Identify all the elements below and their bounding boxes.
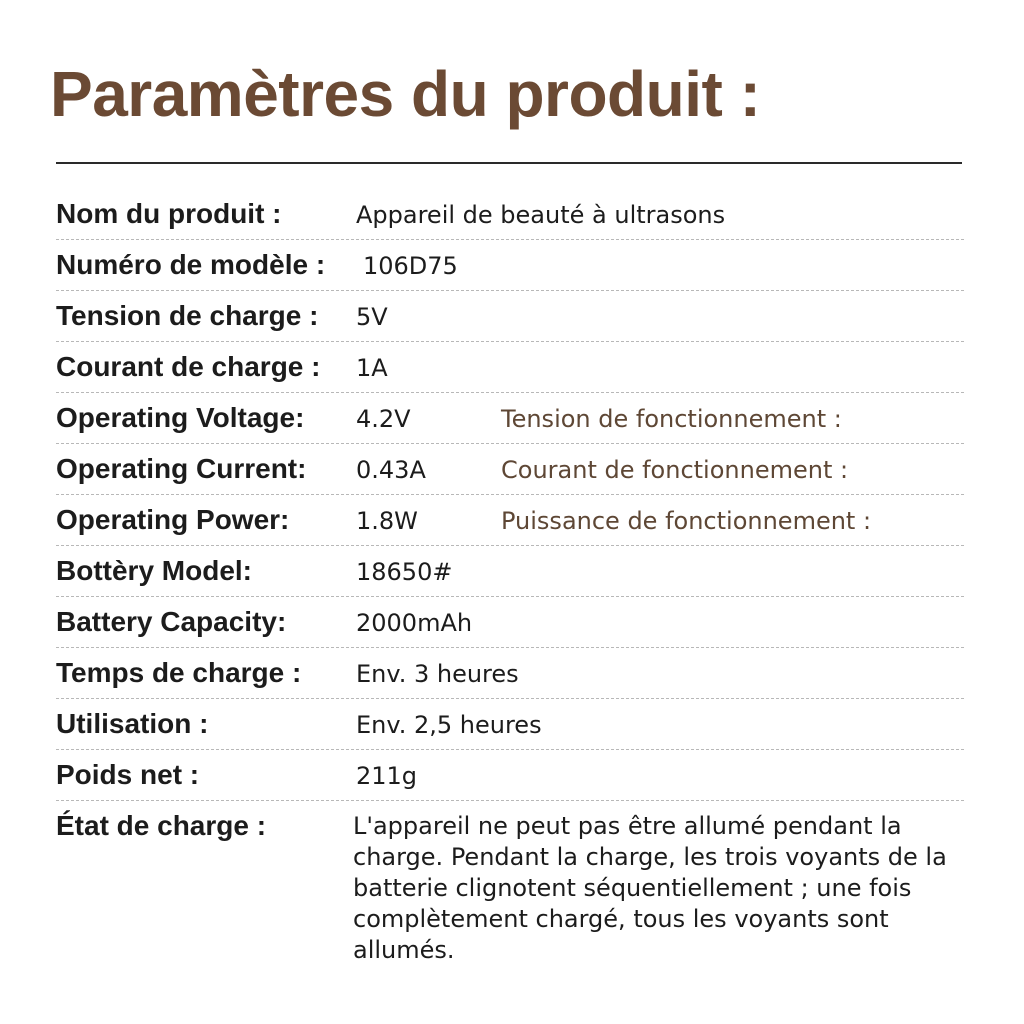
spec-row-charge-time: Temps de charge : Env. 3 heures xyxy=(56,648,964,699)
spec-label: Operating Voltage: xyxy=(56,402,305,433)
spec-value: Env. 2,5 heures xyxy=(356,711,542,739)
spec-row-usage-time: Utilisation : Env. 2,5 heures xyxy=(56,699,964,750)
spec-row-battery-model: Bottèry Model: 18650# xyxy=(56,546,964,597)
spec-label: Courant de charge : xyxy=(56,351,321,382)
spec-row-charge-state: État de charge : L'appareil ne peut pas … xyxy=(56,801,964,991)
spec-value: 18650# xyxy=(356,558,453,586)
spec-table: Nom du produit : Appareil de beauté à ul… xyxy=(56,189,964,991)
spec-value: 106D75 xyxy=(363,252,458,280)
spec-alt-label: Puissance de fonctionnement : xyxy=(501,507,872,535)
spec-label: Temps de charge : xyxy=(56,657,302,688)
spec-label: Numéro de modèle : xyxy=(56,249,326,280)
spec-label: Utilisation : xyxy=(56,708,209,739)
spec-label: Nom du produit : xyxy=(56,198,282,229)
spec-row-net-weight: Poids net : 211g xyxy=(56,750,964,801)
spec-row-operating-power: Operating Power: 1.8W Puissance de fonct… xyxy=(56,495,964,546)
spec-label: État de charge : xyxy=(56,810,267,841)
spec-label: Bottèry Model: xyxy=(56,555,252,586)
spec-label: Operating Current: xyxy=(56,453,307,484)
spec-row-operating-voltage: Operating Voltage: 4.2V Tension de fonct… xyxy=(56,393,964,444)
spec-value: 1.8W xyxy=(356,507,418,535)
spec-value: 2000mAh xyxy=(356,609,473,637)
page-title: Paramètres du produit : xyxy=(50,58,761,130)
spec-row-battery-capacity: Battery Capacity: 2000mAh xyxy=(56,597,964,648)
charge-state-description: L'appareil ne peut pas être allumé penda… xyxy=(353,812,947,964)
spec-value: 211g xyxy=(356,762,418,790)
spec-label: Battery Capacity: xyxy=(56,606,287,637)
title-divider xyxy=(56,162,962,164)
spec-label: Tension de charge : xyxy=(56,300,319,331)
spec-alt-label: Tension de fonctionnement : xyxy=(501,405,842,433)
spec-row-operating-current: Operating Current: 0.43A Courant de fonc… xyxy=(56,444,964,495)
spec-value: 0.43A xyxy=(356,456,426,484)
spec-row-product-name: Nom du produit : Appareil de beauté à ul… xyxy=(56,189,964,240)
spec-value: 4.2V xyxy=(356,405,411,433)
spec-row-charge-voltage: Tension de charge : 5V xyxy=(56,291,964,342)
spec-label: Operating Power: xyxy=(56,504,290,535)
spec-value: 5V xyxy=(356,303,388,331)
spec-value: 1A xyxy=(356,354,388,382)
spec-value: Env. 3 heures xyxy=(356,660,519,688)
spec-row-model-number: Numéro de modèle : 106D75 xyxy=(56,240,964,291)
spec-row-charge-current: Courant de charge : 1A xyxy=(56,342,964,393)
spec-alt-label: Courant de fonctionnement : xyxy=(501,456,849,484)
spec-value: Appareil de beauté à ultrasons xyxy=(356,201,726,229)
spec-label: Poids net : xyxy=(56,759,200,790)
